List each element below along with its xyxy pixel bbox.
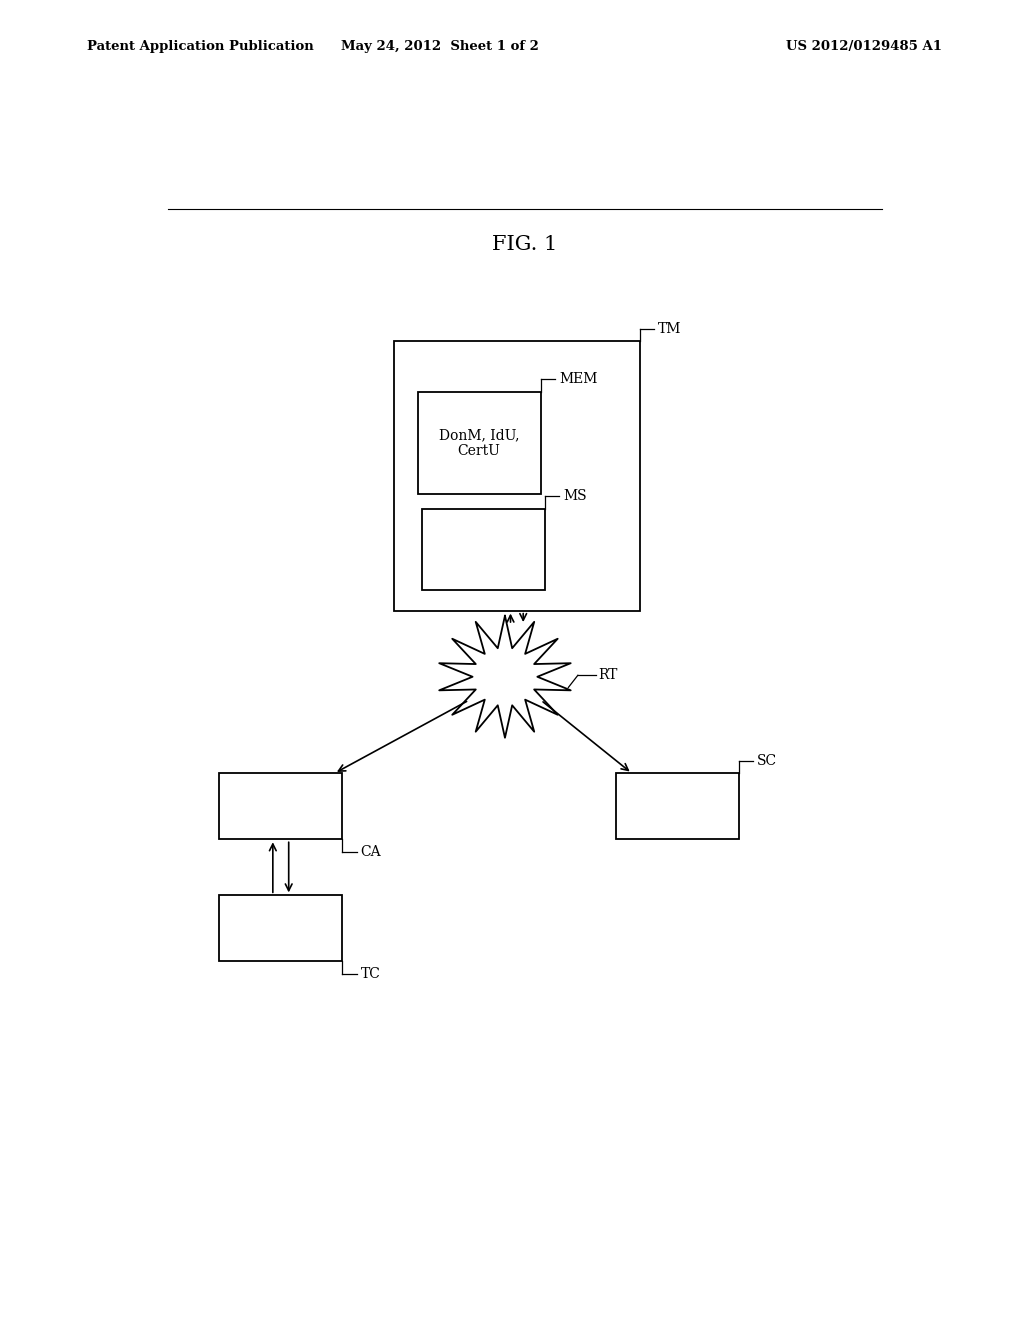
Text: RT: RT — [598, 668, 617, 682]
Text: Patent Application Publication: Patent Application Publication — [87, 40, 313, 53]
Text: DonM, IdU,
CertU: DonM, IdU, CertU — [439, 428, 519, 458]
Text: FIG. 1: FIG. 1 — [493, 235, 557, 255]
Bar — [219, 774, 342, 840]
Bar — [394, 342, 640, 611]
Text: MEM: MEM — [559, 372, 597, 387]
Text: CA: CA — [360, 845, 381, 859]
Text: MS: MS — [563, 490, 587, 503]
Bar — [418, 392, 541, 494]
Text: US 2012/0129485 A1: US 2012/0129485 A1 — [786, 40, 942, 53]
Text: May 24, 2012  Sheet 1 of 2: May 24, 2012 Sheet 1 of 2 — [341, 40, 540, 53]
Text: SC: SC — [758, 754, 777, 767]
Text: TC: TC — [360, 968, 380, 981]
Text: TM: TM — [658, 322, 682, 335]
Bar — [422, 510, 545, 590]
Bar — [616, 774, 739, 840]
Bar — [219, 895, 342, 961]
